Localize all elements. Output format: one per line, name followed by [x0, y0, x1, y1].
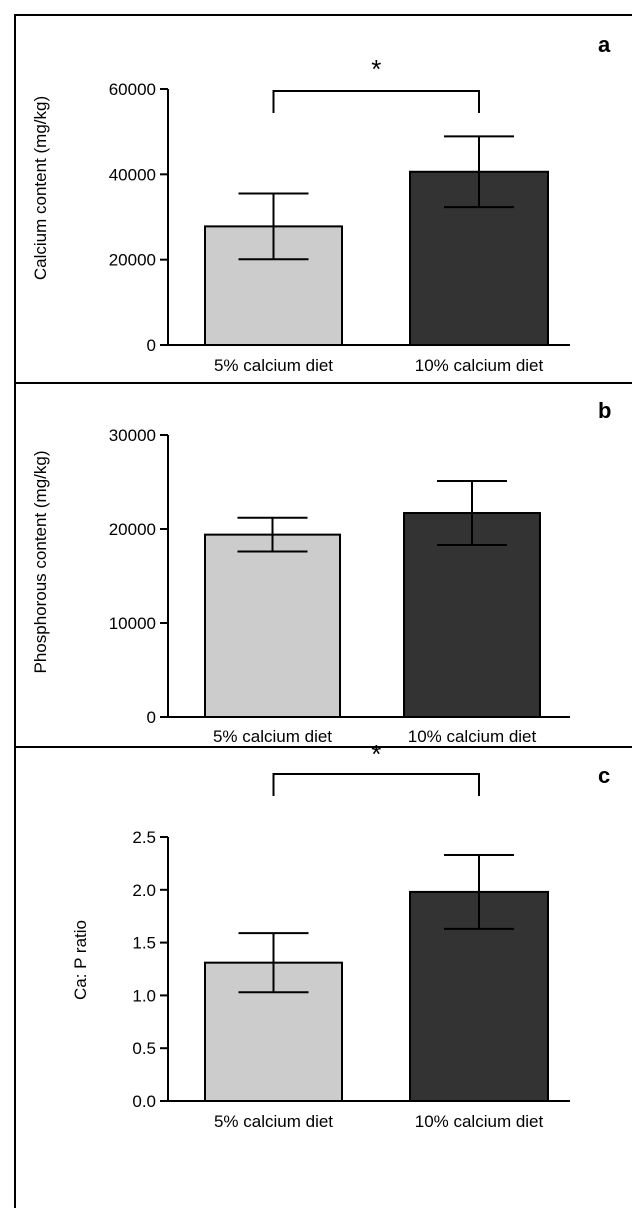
panel-b-plot: 0 10000 20000 30000 5% calcium diet 10% calci…: [109, 426, 570, 746]
significance-marker: *: [371, 54, 381, 84]
panel-c: c Ca: P ratio 0.0 0.5 1.0 1.5 2.0 2.5 5% calci…: [14, 739, 632, 1208]
panel-a-label: a: [598, 32, 611, 57]
y-tick-label: 1.0: [132, 986, 156, 1005]
panel-c-plot: 0.0 0.5 1.0 1.5 2.0 2.5 5% calcium diet 10% cal…: [132, 739, 570, 1131]
x-tick-label: 10% calcium diet: [415, 356, 544, 375]
bar: [204, 533, 341, 719]
x-tick-label: 5% calcium diet: [214, 356, 333, 375]
y-tick-label: 0.5: [132, 1039, 156, 1058]
error-bar: [238, 932, 309, 994]
significance-bracket: [272, 90, 480, 113]
error-bar: [444, 135, 514, 209]
panel-b: b Phosphorous content (mg/kg) 0 10000 2000…: [14, 382, 632, 748]
error-bar: [238, 192, 309, 261]
y-tick-label: 1.5: [132, 934, 156, 953]
panel-c-label: c: [598, 763, 610, 788]
panel-a-plot: 0 20000 40000 60000 5% calcium diet 10% calci…: [109, 54, 570, 375]
y-tick-label: 20000: [109, 520, 156, 539]
error-bar: [237, 516, 308, 553]
x-tick-label: 10% calcium diet: [408, 727, 537, 746]
y-tick-label: 0.0: [132, 1092, 156, 1111]
x-tick-label: 10% calcium diet: [415, 1112, 544, 1131]
y-tick-label: 0: [147, 336, 156, 355]
error-bar: [444, 853, 514, 930]
y-tick-label: 0: [147, 708, 156, 727]
panel-b-label: b: [598, 398, 611, 423]
y-tick-label: 60000: [109, 80, 156, 99]
significance-marker: *: [371, 739, 381, 769]
x-tick-label: 5% calcium diet: [214, 1112, 333, 1131]
y-tick-label: 20000: [109, 251, 156, 270]
y-tick-label: 30000: [109, 426, 156, 445]
significance-bracket: [272, 773, 480, 796]
x-tick-label: 5% calcium diet: [213, 727, 332, 746]
panel-a-ylabel: Calcium content (mg/kg): [31, 96, 50, 280]
panel-b-ylabel: Phosphorous content (mg/kg): [31, 450, 50, 673]
y-tick-label: 2.0: [132, 881, 156, 900]
y-tick-label: 2.5: [132, 828, 156, 847]
panel-c-ylabel: Ca: P ratio: [71, 920, 90, 1000]
bar: [403, 512, 541, 719]
y-tick-label: 10000: [109, 614, 156, 633]
error-bar: [437, 480, 507, 546]
panel-c-frame: [14, 746, 632, 1208]
y-tick-label: 40000: [109, 165, 156, 184]
panel-a: a Calcium content (mg/kg) 0 20000 40000 600…: [14, 14, 632, 384]
